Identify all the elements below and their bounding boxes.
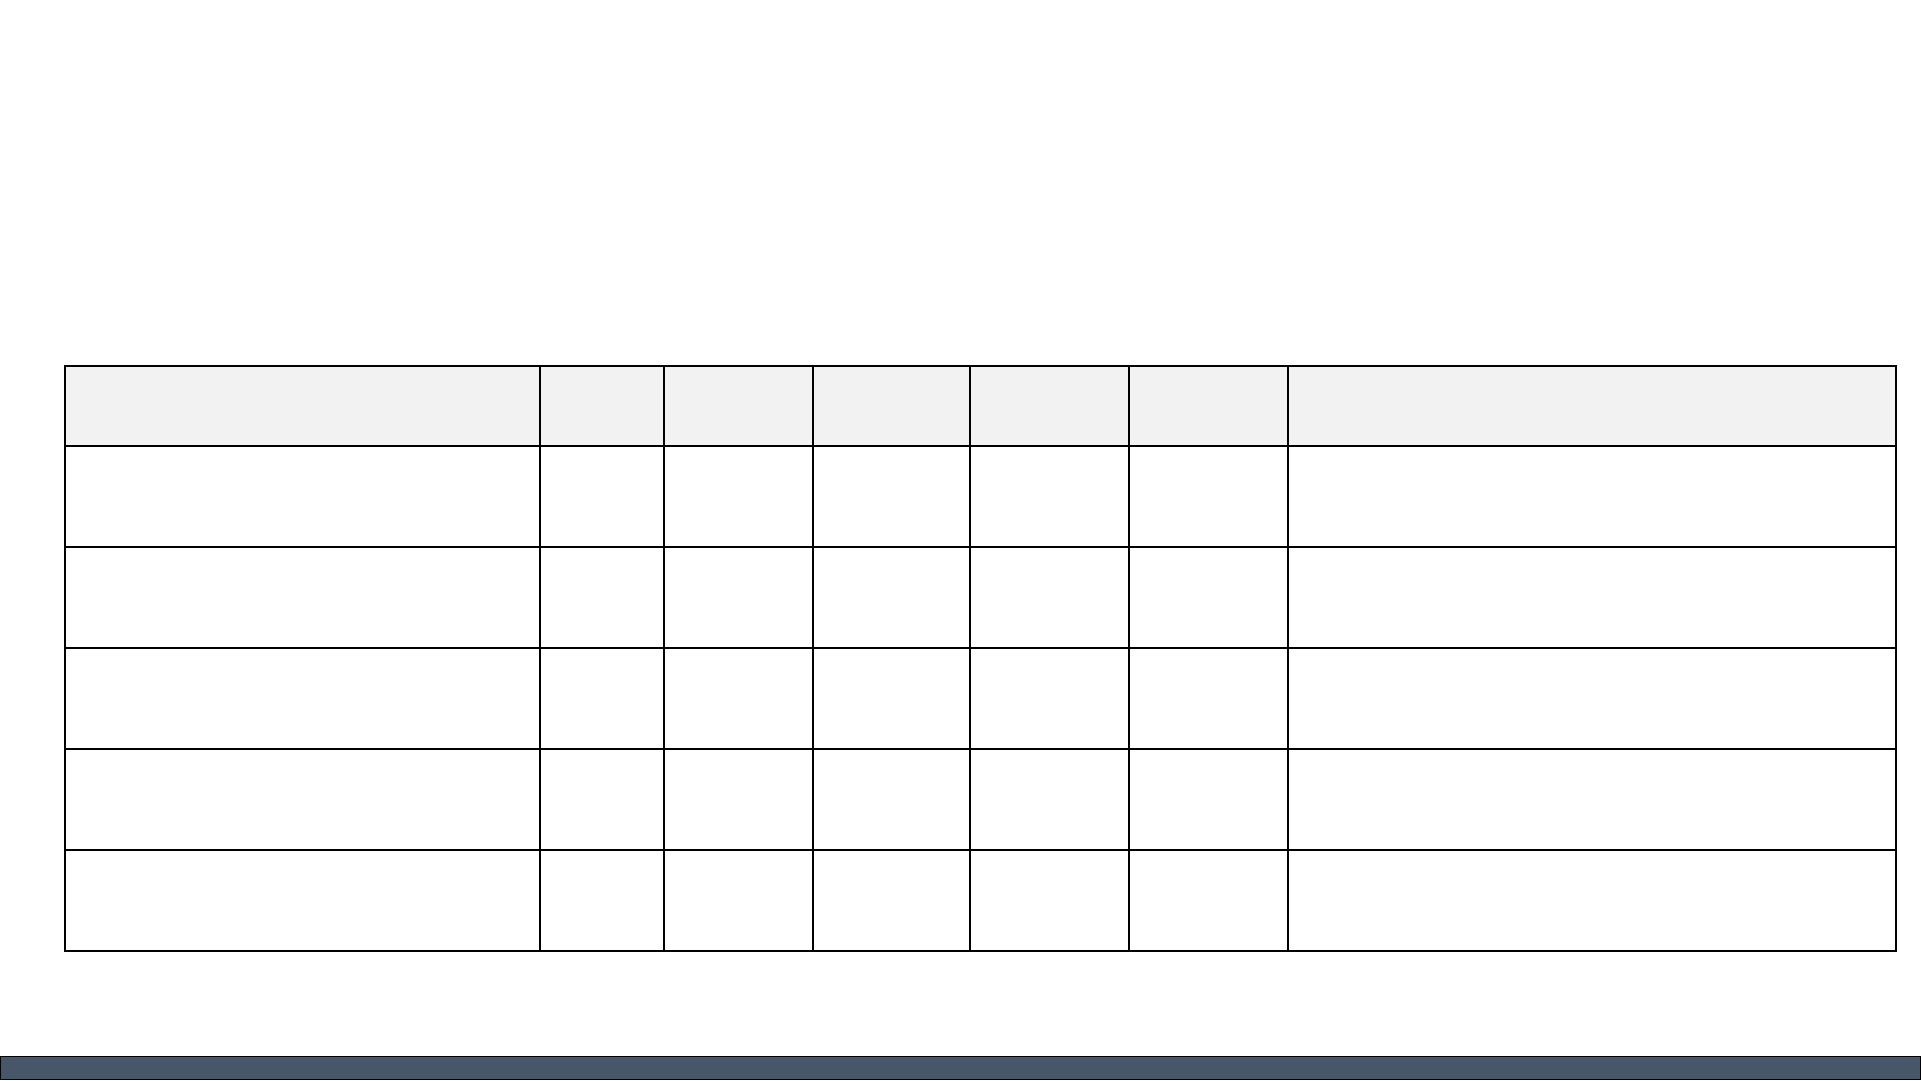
footer-bar [0, 1056, 1921, 1080]
table-row [64, 748, 1897, 851]
table-cell [64, 445, 541, 548]
header-cell [1287, 365, 1897, 447]
table-cell [1128, 546, 1289, 649]
table-cell [539, 849, 665, 952]
table-cell [539, 445, 665, 548]
header-cell [64, 365, 541, 447]
table-cell [812, 647, 971, 750]
table-cell [64, 546, 541, 649]
table-cell [812, 748, 971, 851]
table-cell [663, 445, 814, 548]
header-cell [663, 365, 814, 447]
table-row [64, 445, 1897, 548]
table-cell [812, 445, 971, 548]
header-cell [1128, 365, 1289, 447]
table-cell [812, 849, 971, 952]
header-cell [812, 365, 971, 447]
table-cell [64, 647, 541, 750]
table-cell [64, 748, 541, 851]
table-cell [1287, 647, 1897, 750]
empty-table [64, 365, 1897, 952]
table-cell [539, 546, 665, 649]
table-row [64, 849, 1897, 952]
table-cell [539, 647, 665, 750]
table-cell [1128, 849, 1289, 952]
table-cell [969, 748, 1130, 851]
table-cell [539, 748, 665, 851]
table-cell [64, 849, 541, 952]
table-cell [1287, 445, 1897, 548]
header-cell [539, 365, 665, 447]
table-row [64, 546, 1897, 649]
table-cell [663, 849, 814, 952]
table-cell [1128, 445, 1289, 548]
table-cell [969, 445, 1130, 548]
table-header-row [64, 365, 1897, 447]
table-cell [812, 546, 971, 649]
table-cell [969, 546, 1130, 649]
table-row [64, 647, 1897, 750]
table-cell [663, 546, 814, 649]
table-cell [1287, 546, 1897, 649]
header-cell [969, 365, 1130, 447]
table-cell [1128, 647, 1289, 750]
table-cell [663, 647, 814, 750]
table-cell [969, 647, 1130, 750]
table-cell [1287, 849, 1897, 952]
table-cell [1128, 748, 1289, 851]
table-cell [1287, 748, 1897, 851]
table-cell [663, 748, 814, 851]
table-cell [969, 849, 1130, 952]
